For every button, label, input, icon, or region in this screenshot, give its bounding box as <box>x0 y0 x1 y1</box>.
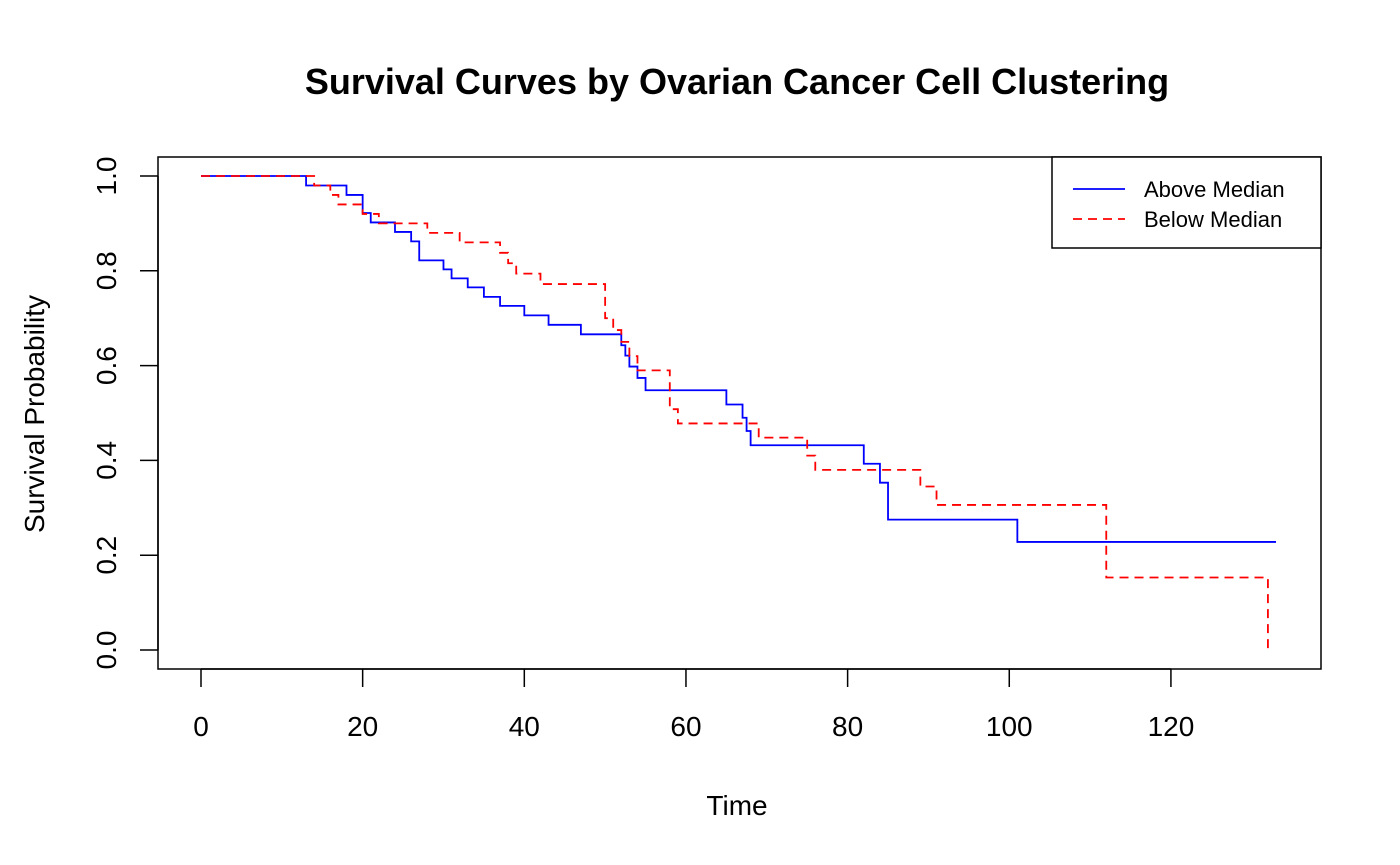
x-tick-label: 20 <box>347 711 378 742</box>
x-tick-label: 120 <box>1148 711 1195 742</box>
legend-label-above-median: Above Median <box>1144 177 1285 202</box>
y-axis: 0.0 0.2 0.4 0.6 0.8 1.0 <box>91 157 159 670</box>
y-tick-label: 0.8 <box>91 251 122 290</box>
legend-box <box>1051 156 1322 249</box>
chart-title: Survival Curves by Ovarian Cancer Cell C… <box>305 61 1169 102</box>
y-tick-label: 0.4 <box>91 441 122 480</box>
series-layer <box>201 175 1276 650</box>
x-axis-label: Time <box>706 790 767 821</box>
legend-label-below-median: Below Median <box>1144 207 1282 232</box>
series-line-above-median <box>201 175 1276 543</box>
y-tick-label: 1.0 <box>91 157 122 196</box>
x-tick-label: 60 <box>670 711 701 742</box>
y-tick-label: 0.0 <box>91 631 122 670</box>
y-axis-label: Survival Probability <box>19 295 50 533</box>
x-tick-label: 0 <box>193 711 209 742</box>
series-line-below-median <box>201 175 1269 650</box>
legend: Above Median Below Median <box>1051 156 1322 249</box>
x-axis: 0 20 40 60 80 100 120 <box>193 668 1195 742</box>
x-tick-label: 40 <box>509 711 540 742</box>
y-tick-label: 0.2 <box>91 536 122 575</box>
x-tick-label: 80 <box>832 711 863 742</box>
y-tick-label: 0.6 <box>91 346 122 385</box>
x-tick-label: 100 <box>986 711 1033 742</box>
